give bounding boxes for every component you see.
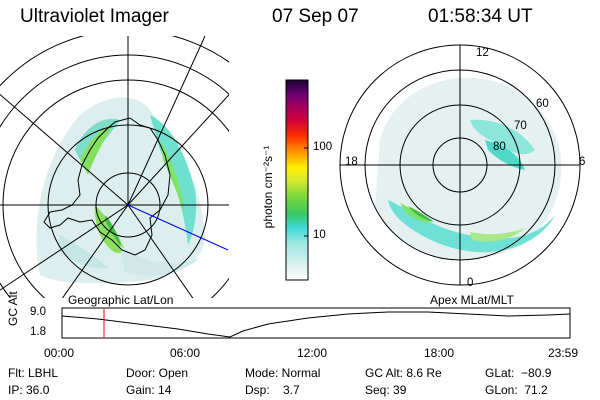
gain-value: Gain: 14: [126, 383, 172, 397]
projection-line: [127, 204, 229, 251]
colorbar-unit-label: photon cm⁻²s⁻¹: [261, 145, 275, 229]
glon-value: GLon: 71.2: [485, 383, 548, 397]
colorbar-gradient: [285, 79, 309, 281]
colorbar-tick-100: 100: [313, 141, 333, 153]
filter-value: Flt: LBHL: [8, 366, 59, 380]
mlt-label-6: 6: [579, 156, 586, 168]
time-tick-2359: 23:59: [548, 346, 579, 360]
time-tick-1800: 18:00: [424, 346, 455, 360]
mlat-label-70: 70: [514, 120, 527, 132]
altitude-ylabel: GC Alt: [6, 291, 20, 326]
time-tick-0600: 06:00: [170, 346, 201, 360]
magnetic-aurora-emission: [375, 77, 562, 260]
ip-value: IP: 36.0: [8, 383, 50, 397]
colorbar-tick-10: 10: [313, 229, 326, 241]
altitude-plot: [61, 307, 571, 339]
geographic-map: [0, 36, 231, 298]
time-tick-0000: 00:00: [44, 346, 75, 360]
colorbar: [285, 79, 309, 281]
mlat-label-80: 80: [493, 141, 506, 153]
glat-value: GLat: −80.9: [485, 366, 552, 380]
altitude-curve: [61, 311, 571, 338]
door-value: Door: Open: [126, 366, 189, 380]
dsp-value: Dsp: 3.7: [245, 383, 300, 397]
magnetic-caption: Apex MLat/MLT: [430, 293, 514, 307]
mlat-label-60: 60: [536, 98, 549, 110]
gc-alt-value: GC Alt: 8.6 Re: [365, 366, 442, 380]
time-label: 01:58:34 UT: [428, 6, 533, 27]
magnetic-map: [339, 44, 581, 286]
time-tick-1200: 12:00: [297, 346, 328, 360]
instrument-title: Ultraviolet Imager: [20, 6, 169, 27]
mode-value: Mode: Normal: [245, 366, 321, 380]
altitude-ytick-top: 9.0: [30, 306, 46, 318]
geographic-caption: Geographic Lat/Lon: [68, 293, 174, 307]
date-label: 07 Sep 07: [272, 6, 359, 27]
altitude-ytick-bottom: 1.8: [30, 326, 46, 338]
seq-value: Seq: 39: [365, 383, 407, 397]
mlt-label-0: 0: [467, 277, 474, 289]
mlt-label-18: 18: [345, 156, 358, 168]
mlt-label-12: 12: [476, 47, 489, 59]
